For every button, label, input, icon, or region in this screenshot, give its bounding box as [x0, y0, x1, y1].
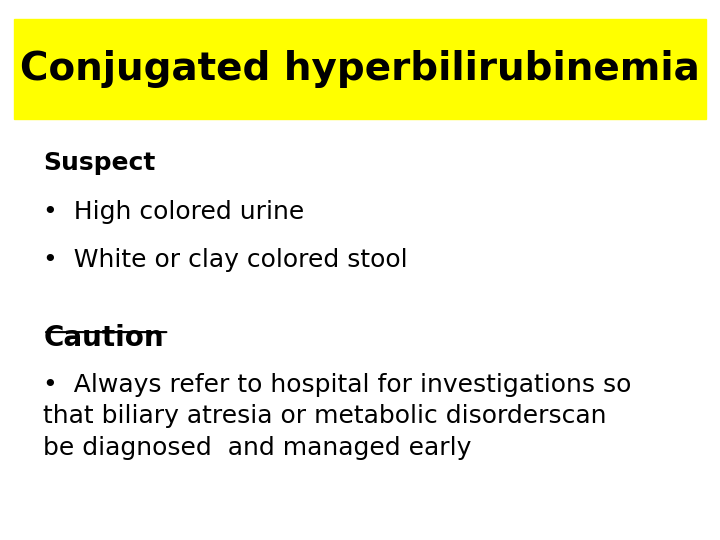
FancyBboxPatch shape	[14, 19, 706, 119]
Text: •  Always refer to hospital for investigations so
that biliary atresia or metabo: • Always refer to hospital for investiga…	[43, 373, 631, 460]
Text: Conjugated hyperbilirubinemia: Conjugated hyperbilirubinemia	[20, 50, 700, 88]
Text: Suspect: Suspect	[43, 151, 156, 175]
Text: Caution: Caution	[43, 324, 164, 352]
Text: •  White or clay colored stool: • White or clay colored stool	[43, 248, 408, 272]
Text: •  High colored urine: • High colored urine	[43, 200, 305, 224]
